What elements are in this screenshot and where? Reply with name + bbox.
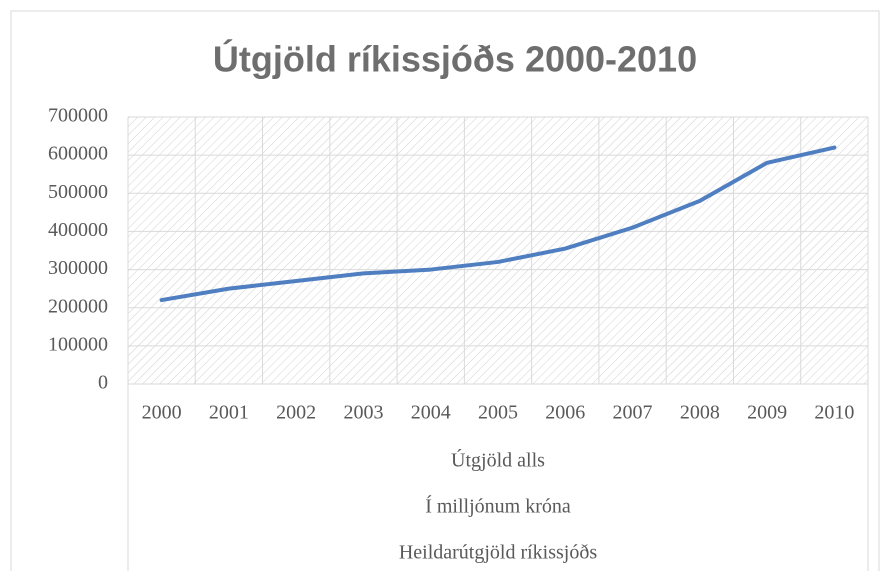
x-tick-label: 2007: [613, 402, 653, 424]
y-tick-label: 600000: [48, 143, 108, 165]
y-tick-label: 500000: [48, 181, 108, 203]
chart-title: Útgjöld ríkissjóðs 2000-2010: [213, 38, 697, 80]
x-tick-label: 2010: [814, 402, 854, 424]
y-tick-label: 300000: [48, 257, 108, 279]
x-tick-label: 2005: [478, 402, 518, 424]
plot-area: [128, 117, 868, 384]
x-tick-label: 2008: [680, 402, 720, 424]
y-tick-label: 200000: [48, 295, 108, 317]
x-tick-label: 2006: [545, 402, 585, 424]
line-series: [159, 145, 837, 303]
x-tick-label: 2004: [411, 402, 451, 424]
category-group-label: Heildarútgjöld ríkissjóðs: [399, 542, 598, 564]
y-tick-label: 400000: [48, 219, 108, 241]
x-tick-label: 2009: [747, 402, 787, 424]
category-group-label: Í milljónum króna: [425, 495, 571, 518]
y-tick-label: 100000: [48, 333, 108, 355]
x-tick-label: 2001: [209, 402, 249, 424]
x-tick-label: 2002: [276, 402, 316, 424]
x-tick-label: 2003: [343, 402, 383, 424]
x-tick-label: 2000: [142, 402, 182, 424]
category-group-label: Útgjöld alls: [451, 448, 545, 472]
y-tick-label: 700000: [48, 105, 108, 127]
y-tick-label: 0: [98, 372, 108, 394]
